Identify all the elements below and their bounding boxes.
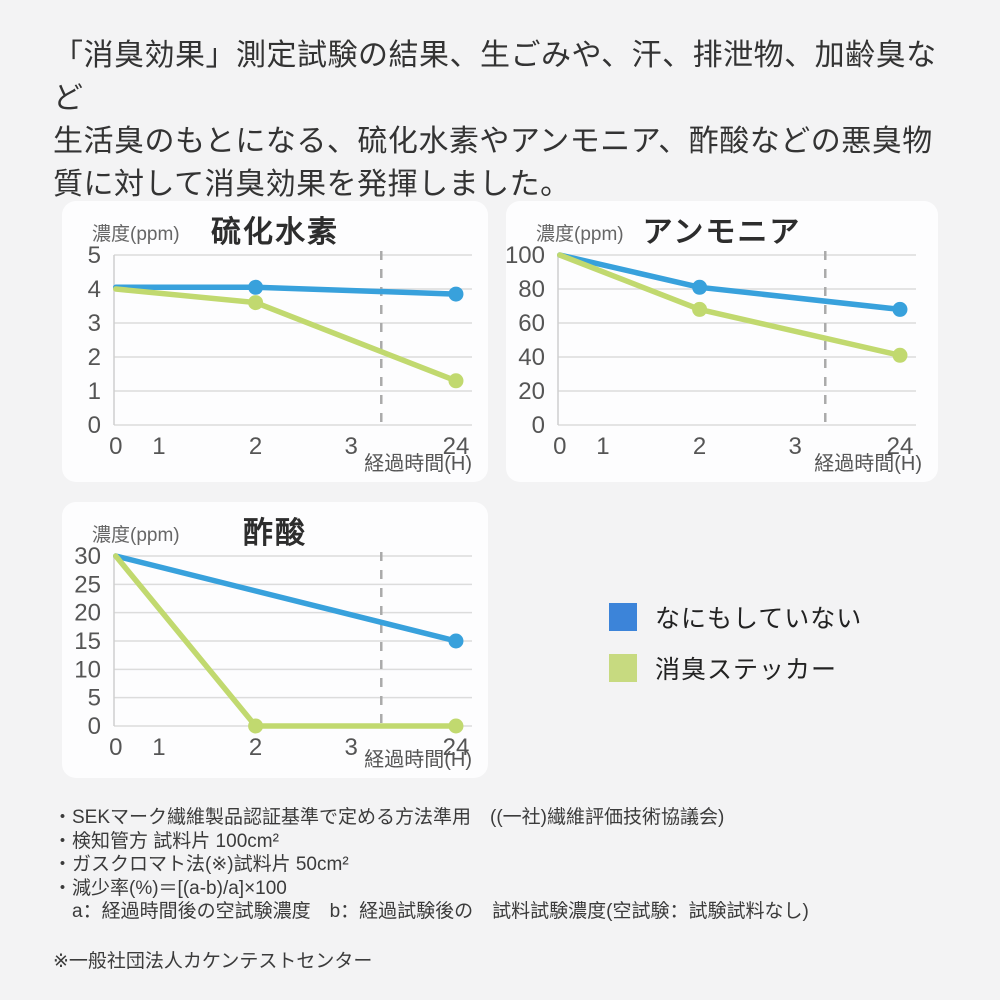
chart-plot: 0 20 40 60 80 100 0 1 2 3 24: [506, 245, 916, 459]
y-axis-label: 濃度(ppm): [92, 525, 180, 546]
footnotes: ・SEKマーク繊維製品認証基準で定める方法準用 ((一社)繊維評価技術協議会) …: [53, 806, 963, 973]
chart-card-acetic-acid: 濃度(ppm) 酢酸 0 5 10 15 20 25 30 0 1 2 3 24 経過時間(H): [62, 502, 488, 778]
y-tick-label: 4: [88, 276, 101, 303]
y-tick-label: 20: [74, 600, 101, 627]
legend-swatch-blue: [609, 603, 637, 631]
data-point-blue: [248, 279, 264, 295]
chart-card-ammonia: 濃度(ppm) アンモニア 0 20 40 60 80 100 0 1 2 3 24 経過時間(H): [506, 201, 938, 482]
data-point-blue: [692, 279, 708, 295]
y-tick-label: 15: [74, 628, 101, 655]
y-axis-label: 濃度(ppm): [536, 224, 624, 245]
y-tick-label: 3: [88, 310, 101, 337]
y-tick-label: 0: [88, 412, 101, 439]
data-point-green: [448, 718, 464, 734]
y-tick-label: 80: [518, 276, 545, 303]
series-line-green: [113, 286, 459, 384]
y-tick-label: 1: [88, 378, 101, 405]
footnote-line: ・減少率(%)＝[(a-b)/a]×100: [53, 877, 287, 899]
y-tick-label: 60: [518, 310, 545, 337]
series-line-blue: [113, 553, 459, 644]
y-tick-label: 25: [74, 571, 101, 598]
chart-card-hydrogen-sulfide: 濃度(ppm) 硫化水素 0 1 2 3 4 5 0 1 2 3 24 経過時間(H): [62, 201, 488, 482]
x-tick-label: 2: [249, 433, 262, 459]
x-tick-label: 2: [249, 734, 262, 760]
data-point-blue: [892, 301, 908, 317]
x-tick-label: 0: [109, 433, 122, 459]
header-text: 「消臭効果」測定試験の結果、生ごみや、汗、排泄物、加齢臭など 生活臭のもとになる…: [53, 39, 937, 201]
x-tick-label: 1: [152, 433, 165, 459]
y-tick-label: 5: [88, 245, 101, 269]
x-axis-label: 経過時間(H): [814, 453, 922, 475]
legend-item-untreated: なにもしていない: [609, 602, 863, 633]
data-point-green: [248, 295, 264, 311]
y-tick-label: 5: [88, 685, 101, 712]
legend-label: なにもしていない: [655, 605, 863, 633]
x-tick-label: 2: [693, 433, 706, 459]
data-point-green: [448, 373, 464, 389]
footnote-line: ・ガスクロマト法(※)試料片 50cm²: [53, 854, 349, 875]
footnote-line: ・SEKマーク繊維製品認証基準で定める方法準用 ((一社)繊維評価技術協議会): [53, 807, 725, 828]
legend: なにもしていない 消臭ステッカー: [609, 602, 862, 704]
y-tick-label: 0: [88, 713, 101, 740]
x-tick-label: 0: [109, 734, 122, 760]
data-point-green: [248, 718, 264, 734]
x-tick-label: 0: [553, 433, 566, 459]
certifier-note: ※一般社団法人カケンテストセンター: [53, 950, 373, 972]
legend-label: 消臭ステッカー: [655, 656, 838, 684]
x-axis-label: 経過時間(H): [364, 453, 472, 475]
x-tick-label: 24: [443, 734, 470, 760]
data-point-blue: [448, 633, 464, 649]
data-point-green: [692, 301, 708, 317]
y-tick-label: 10: [74, 656, 101, 683]
data-point-blue: [448, 286, 464, 302]
chart-title: 硫化水素: [211, 216, 339, 249]
x-tick-label: 24: [887, 433, 914, 459]
footnote-line: a：経過時間後の空試験濃度 b：経過試験後の 試料試験濃度(空試験：試験試料なし…: [53, 901, 809, 922]
y-tick-label: 20: [518, 378, 545, 405]
x-tick-label: 3: [345, 734, 358, 760]
series-line-blue: [557, 252, 903, 313]
y-tick-label: 40: [518, 344, 545, 371]
x-tick-label: 24: [443, 433, 470, 459]
y-tick-label: 100: [506, 245, 545, 269]
x-tick-label: 1: [152, 734, 165, 760]
data-point-green: [892, 347, 908, 363]
footnote-line: ・検知管方 試料片 100cm²: [53, 830, 279, 852]
chart-title: 酢酸: [243, 517, 307, 550]
chart-plot: 0 1 2 3 4 5 0 1 2 3 24: [88, 245, 472, 459]
chart-title: アンモニア: [642, 216, 802, 249]
x-tick-label: 3: [789, 433, 802, 459]
x-axis-label: 経過時間(H): [364, 749, 472, 771]
y-tick-label: 2: [88, 344, 101, 371]
y-tick-label: 0: [532, 412, 545, 439]
x-tick-label: 1: [596, 433, 609, 459]
x-tick-label: 3: [345, 433, 358, 459]
legend-item-deodorizing-sticker: 消臭ステッカー: [609, 653, 862, 684]
y-axis-label: 濃度(ppm): [92, 224, 180, 245]
legend-swatch-green: [609, 654, 637, 682]
y-tick-label: 30: [74, 546, 101, 570]
